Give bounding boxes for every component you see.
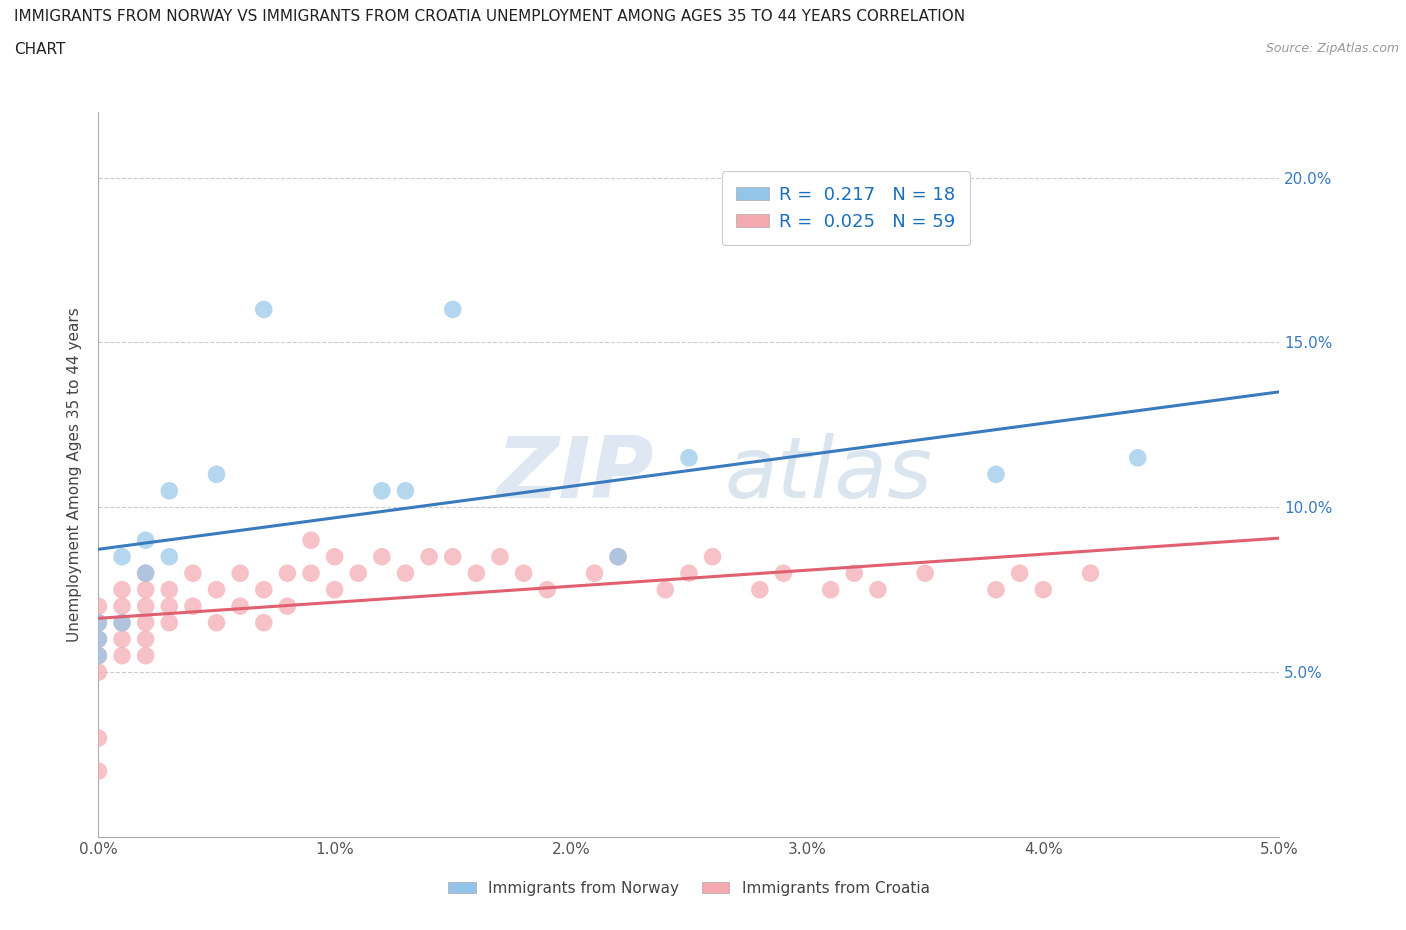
Point — [111, 582, 134, 597]
Point — [844, 565, 866, 580]
Point — [135, 565, 157, 580]
Legend: Immigrants from Norway, Immigrants from Croatia: Immigrants from Norway, Immigrants from … — [441, 875, 936, 902]
Point — [1032, 582, 1054, 597]
Point — [87, 665, 110, 680]
Point — [418, 550, 440, 565]
Point — [371, 484, 394, 498]
Point — [157, 550, 180, 565]
Point — [135, 582, 157, 597]
Point — [253, 616, 276, 631]
Point — [111, 616, 134, 631]
Point — [654, 582, 676, 597]
Point — [866, 582, 889, 597]
Point — [205, 616, 228, 631]
Point — [87, 616, 110, 631]
Point — [229, 565, 252, 580]
Point — [394, 484, 416, 498]
Point — [323, 550, 346, 565]
Point — [87, 631, 110, 646]
Point — [276, 565, 298, 580]
Text: IMMIGRANTS FROM NORWAY VS IMMIGRANTS FROM CROATIA UNEMPLOYMENT AMONG AGES 35 TO : IMMIGRANTS FROM NORWAY VS IMMIGRANTS FRO… — [14, 9, 965, 24]
Point — [489, 550, 512, 565]
Point — [87, 648, 110, 663]
Point — [984, 467, 1007, 482]
Text: CHART: CHART — [14, 42, 66, 57]
Point — [323, 582, 346, 597]
Text: ZIP: ZIP — [496, 432, 654, 516]
Point — [253, 582, 276, 597]
Point — [984, 582, 1007, 597]
Point — [820, 582, 842, 597]
Point — [702, 550, 724, 565]
Point — [181, 599, 204, 614]
Point — [914, 565, 936, 580]
Point — [135, 533, 157, 548]
Point — [135, 631, 157, 646]
Point — [111, 599, 134, 614]
Point — [583, 565, 606, 580]
Point — [111, 550, 134, 565]
Point — [299, 533, 322, 548]
Point — [371, 550, 394, 565]
Point — [1008, 565, 1031, 580]
Point — [441, 550, 464, 565]
Point — [772, 565, 794, 580]
Point — [111, 616, 134, 631]
Point — [87, 599, 110, 614]
Point — [135, 599, 157, 614]
Point — [87, 764, 110, 778]
Point — [87, 648, 110, 663]
Point — [276, 599, 298, 614]
Point — [157, 616, 180, 631]
Point — [111, 631, 134, 646]
Point — [253, 302, 276, 317]
Point — [157, 582, 180, 597]
Point — [607, 550, 630, 565]
Y-axis label: Unemployment Among Ages 35 to 44 years: Unemployment Among Ages 35 to 44 years — [67, 307, 83, 642]
Point — [465, 565, 488, 580]
Point — [394, 565, 416, 580]
Point — [87, 631, 110, 646]
Point — [441, 302, 464, 317]
Point — [135, 648, 157, 663]
Point — [748, 582, 770, 597]
Point — [135, 565, 157, 580]
Text: atlas: atlas — [724, 432, 932, 516]
Point — [205, 467, 228, 482]
Point — [205, 582, 228, 597]
Point — [1080, 565, 1102, 580]
Point — [536, 582, 558, 597]
Point — [678, 565, 700, 580]
Point — [347, 565, 370, 580]
Point — [157, 484, 180, 498]
Point — [135, 616, 157, 631]
Point — [229, 599, 252, 614]
Point — [299, 565, 322, 580]
Point — [1126, 450, 1149, 465]
Point — [111, 648, 134, 663]
Point — [512, 565, 534, 580]
Point — [678, 450, 700, 465]
Point — [607, 550, 630, 565]
Point — [181, 565, 204, 580]
Point — [87, 731, 110, 746]
Point — [157, 599, 180, 614]
Text: Source: ZipAtlas.com: Source: ZipAtlas.com — [1265, 42, 1399, 55]
Point — [87, 616, 110, 631]
